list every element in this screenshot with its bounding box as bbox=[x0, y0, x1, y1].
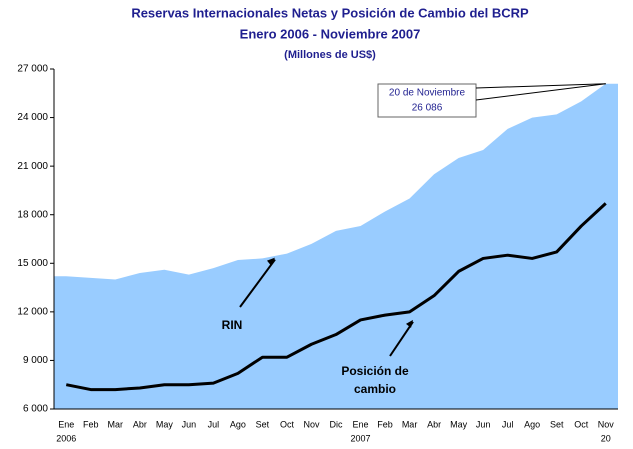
x-tick-label: Set bbox=[256, 419, 270, 429]
callout-line bbox=[475, 83, 606, 101]
x-tick-label: Abr bbox=[427, 419, 441, 429]
y-tick-label: 9 000 bbox=[23, 355, 48, 366]
chart-subtitle: Enero 2006 - Noviembre 2007 bbox=[240, 26, 421, 41]
x-tick-label: May bbox=[450, 419, 468, 429]
arrow bbox=[239, 258, 276, 308]
x-tick-label: Ene bbox=[353, 419, 369, 429]
x-tick-label: Ago bbox=[524, 419, 540, 429]
x-tick-label: Feb bbox=[83, 419, 99, 429]
x-tick-label: Oct bbox=[280, 419, 295, 429]
x-tick-label: Nov bbox=[598, 419, 615, 429]
x-tick-label: Nov bbox=[303, 419, 320, 429]
y-tick-label: 21 000 bbox=[17, 161, 48, 172]
x-tick-label: Mar bbox=[108, 419, 124, 429]
y-tick-label: 15 000 bbox=[17, 258, 48, 269]
x-tick-label: Jul bbox=[502, 419, 514, 429]
x-tick-label: Feb bbox=[377, 419, 393, 429]
x-tick-sublabel: 2006 bbox=[56, 433, 76, 443]
arrow bbox=[389, 321, 414, 357]
y-tick-label: 27 000 bbox=[17, 64, 48, 75]
x-tick-label: Oct bbox=[574, 419, 589, 429]
arrowhead bbox=[406, 319, 413, 328]
x-tick-label: Jun bbox=[182, 419, 197, 429]
y-tick-label: 12 000 bbox=[17, 306, 48, 317]
annotation: RIN bbox=[222, 318, 243, 332]
position-line bbox=[65, 202, 607, 392]
callout-box bbox=[377, 83, 477, 118]
x-tick-label: Set bbox=[550, 419, 564, 429]
x-tick-label: Abr bbox=[133, 419, 147, 429]
x-tick-sublabel: 2007 bbox=[351, 433, 371, 443]
rin-area bbox=[54, 83, 618, 409]
x-tick-label: Ene bbox=[58, 419, 74, 429]
callout-text: 20 de Noviembre bbox=[389, 88, 466, 99]
data-label: 26 086 bbox=[412, 103, 443, 114]
y-tick-label: 6 000 bbox=[23, 404, 48, 415]
x-tick-label: Dic bbox=[330, 419, 343, 429]
x-tick-label: May bbox=[156, 419, 174, 429]
y-tick-label: 18 000 bbox=[17, 209, 48, 220]
x-tick-label: Jul bbox=[208, 419, 220, 429]
callout-line bbox=[475, 83, 606, 89]
arrowhead bbox=[267, 257, 275, 266]
y-tick-label: 24 000 bbox=[17, 112, 48, 123]
unit-label: (Millones de US$) bbox=[284, 49, 376, 61]
annotation: cambio bbox=[354, 382, 396, 396]
x-tick-label: Mar bbox=[402, 419, 418, 429]
x-tick-label: Ago bbox=[230, 419, 246, 429]
x-tick-label: Jun bbox=[476, 419, 491, 429]
annotation: Posición de bbox=[341, 364, 409, 378]
x-tick-sublabel: 20 bbox=[601, 433, 611, 443]
chart-title: Reservas Internacionales Netas y Posició… bbox=[131, 5, 529, 20]
